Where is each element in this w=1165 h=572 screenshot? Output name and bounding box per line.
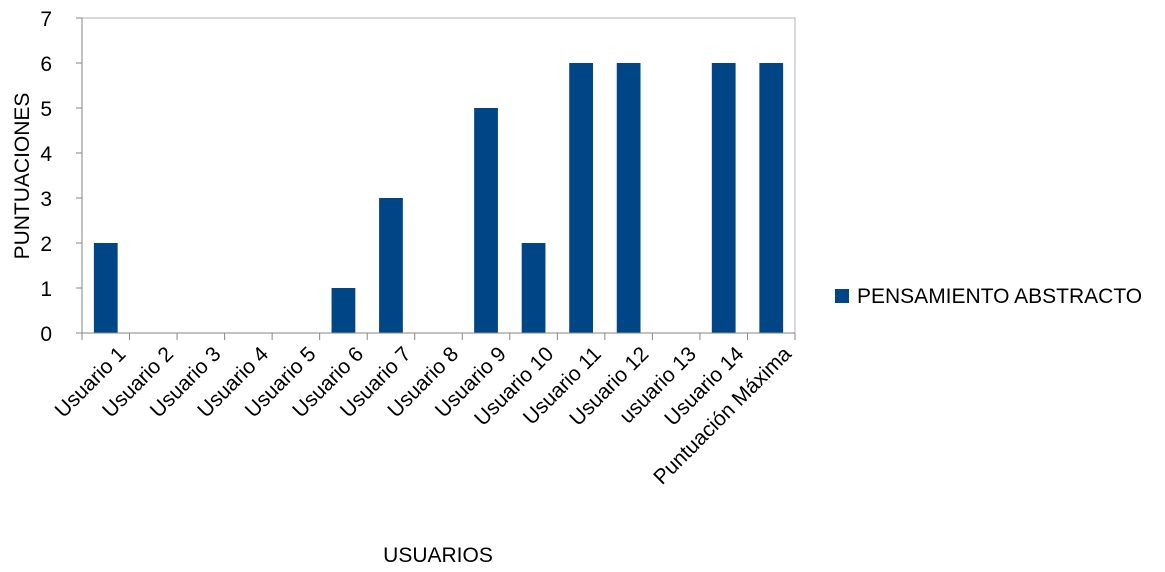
plot-area-border bbox=[81, 17, 796, 334]
bar-12 bbox=[616, 63, 641, 333]
y-tick-label: 1 bbox=[40, 278, 52, 301]
y-tick-label: 6 bbox=[40, 53, 52, 76]
bar-10 bbox=[521, 243, 546, 333]
y-tick-label: 5 bbox=[40, 98, 52, 121]
bar-11 bbox=[569, 63, 593, 333]
y-tick-label: 2 bbox=[40, 233, 52, 256]
y-tick-label: 7 bbox=[40, 8, 52, 31]
bar-7 bbox=[379, 198, 403, 333]
y-tick-label: 3 bbox=[40, 188, 52, 211]
bar-14 bbox=[711, 63, 736, 333]
bars-group bbox=[93, 63, 784, 333]
y-axis-title: PUNTUACIONES bbox=[11, 93, 34, 260]
bar-6 bbox=[331, 288, 356, 333]
bar-15 bbox=[759, 63, 784, 333]
y-tick-label: 4 bbox=[40, 143, 52, 166]
y-axis: 0 1 2 3 4 5 6 7 bbox=[40, 8, 83, 346]
bar-1 bbox=[93, 243, 118, 333]
y-tick-label: 0 bbox=[40, 323, 52, 346]
x-axis-title: USUARIOS bbox=[383, 544, 493, 567]
legend-swatch bbox=[835, 289, 849, 303]
bar-9 bbox=[474, 108, 498, 333]
legend-label: PENSAMIENTO ABSTRACTO bbox=[857, 285, 1142, 308]
legend: PENSAMIENTO ABSTRACTO bbox=[835, 285, 1142, 308]
